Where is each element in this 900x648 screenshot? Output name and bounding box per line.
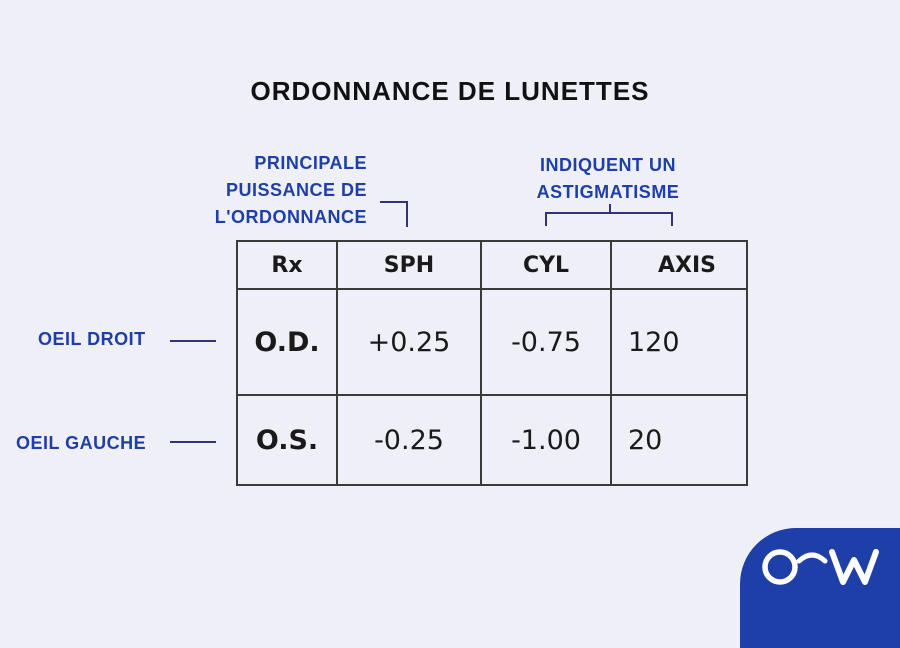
sph-bracket-horizontal [380,201,408,203]
ocw-logo-mark [762,549,879,585]
os-connector-line [170,441,216,443]
header-sph: SPH [336,240,482,290]
astigmatism-bracket-stem [609,204,611,213]
od-annotation: OEIL DROIT [38,329,146,349]
astigmatism-annotation-line-2: ASTIGMATISME [536,182,680,202]
sph-annotation: PRINCIPALE PUISSANCE DE L'ORDONNANCE [215,150,367,231]
sph-annotation-line-1: PRINCIPALE [254,153,367,173]
astigmatism-annotation: INDIQUENT UN ASTIGMATISME [500,152,716,206]
prescription-table: Rx SPH CYL AXIS O.D. +0.25 -0.75 120 O.S… [236,240,748,486]
sph-annotation-line-3: L'ORDONNANCE [214,207,367,227]
od-connector-line [170,340,216,342]
astigmatism-bracket-left [545,212,547,226]
header-cyl: CYL [480,240,612,290]
sph-annotation-line-2: PUISSANCE DE [225,180,367,200]
os-sph-value: -0.25 [336,394,482,486]
astigmatism-bracket-horizontal [545,212,673,214]
os-annotation: OEIL GAUCHE [16,433,147,453]
table-row: O.S. -0.25 -1.00 20 [236,394,748,486]
od-sph-value: +0.25 [336,288,482,396]
astigmatism-bracket-right [671,212,673,226]
ocw-logo-icon [740,528,900,648]
os-cyl-value: -1.00 [480,394,612,486]
row-label-od: O.D. [236,288,338,396]
row-label-os: O.S. [236,394,338,486]
table-row: O.D. +0.25 -0.75 120 [236,288,748,396]
sph-bracket-vertical [406,201,408,227]
header-rx: Rx [236,240,338,290]
table-header-row: Rx SPH CYL AXIS [236,240,748,290]
os-axis-value: 20 [610,394,748,486]
od-cyl-value: -0.75 [480,288,612,396]
page-title: ORDONNANCE DE LUNETTES [250,76,650,106]
header-axis: AXIS [610,240,748,290]
od-axis-value: 120 [610,288,748,396]
astigmatism-annotation-line-1: INDIQUENT UN [540,155,676,175]
